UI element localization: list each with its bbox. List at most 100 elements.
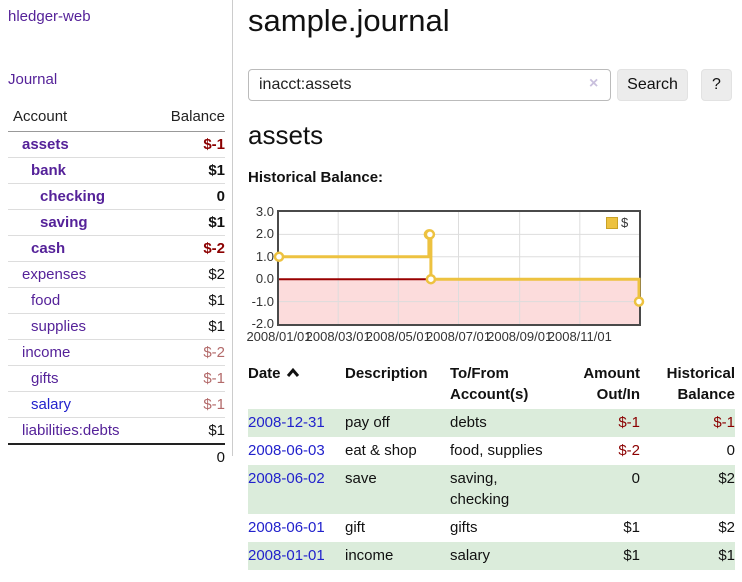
sidebar-account-link[interactable]: checking [40,188,106,205]
account-row: salary $-1 [8,391,225,418]
account-balance: $1 [154,209,225,236]
accounts-total-row: 0 [8,443,225,470]
sidebar-account-link[interactable]: bank [31,162,67,179]
x-axis-tick-label: 2008/05/01 [365,329,431,344]
transaction-date-cell: 2008-06-03 [248,437,345,465]
legend-swatch-icon [606,216,618,229]
chart-canvas [273,212,645,324]
register-row: 2008-01-01 income salary $1 $1 [248,542,735,570]
transaction-amount: $-1 [618,414,640,431]
y-axis-tick-label: 1.0 [255,248,274,264]
sidebar-account-link[interactable]: income [22,344,71,361]
account-row: checking 0 [8,183,225,210]
y-axis-tick-label: 0.0 [255,271,274,287]
register-col-label: Account(s) [450,386,529,403]
sidebar-account-link[interactable]: supplies [31,318,87,335]
transaction-date-link[interactable]: 2008-06-02 [248,470,325,487]
transaction-accounts: salary [450,547,491,564]
sort-ascending-icon [286,367,299,377]
transaction-description: gift [345,519,366,536]
account-balance: $2 [154,261,225,288]
transaction-description: save [345,470,377,487]
x-axis-tick-label: 2008/07/01 [425,329,492,344]
clear-search-icon[interactable]: × [589,75,599,92]
transaction-amount: $1 [623,547,640,564]
register-col-label: Historical [666,365,735,382]
sidebar-item-journal[interactable]: Journal [8,71,58,88]
x-axis-tick-label: 2008/03/01 [305,329,371,344]
register-col-label: Balance [677,386,735,403]
sidebar-account-link[interactable]: gifts [31,370,59,387]
chart-title: Historical Balance: [248,169,384,186]
account-row: income $-2 [8,339,225,366]
register-row: 2008-12-31 pay off debts $-1 $-1 [248,409,735,437]
brand-link[interactable]: hledger-web [8,8,91,25]
account-name-cell: income [8,339,155,366]
account-balance: $1 [154,417,225,445]
search-input[interactable] [248,69,611,101]
sidebar-account-link[interactable]: cash [31,240,66,257]
sidebar-account-link[interactable]: salary [31,396,72,413]
help-button[interactable]: ? [701,69,732,101]
transaction-description: eat & shop [345,442,417,459]
accounts-table: Account Balance assets $-1 bank $1 checking 0… [8,106,225,470]
account-name-cell: supplies [8,313,155,340]
sidebar-account-link[interactable]: food [31,292,61,309]
transaction-date-cell: 2008-06-02 [248,465,345,514]
transaction-balance: $-1 [713,414,735,431]
main-content: sample.journal × Search ? assets Histori… [246,0,742,582]
account-name-cell: saving [8,209,155,236]
account-row: liabilities:debts $1 [8,417,225,445]
account-row: saving $1 [8,209,225,236]
account-balance: $1 [154,287,225,314]
transaction-date-link[interactable]: 2008-01-01 [248,547,325,564]
register-col-tofrom: To/From Account(s) [450,361,555,409]
sidebar-account-link[interactable]: liabilities:debts [22,422,120,439]
account-row: cash $-2 [8,235,225,262]
legend-label: $ [621,215,629,230]
register-col-label: To/From [450,365,509,382]
chart-plot-area [273,210,645,326]
account-name-cell: cash [8,235,155,262]
transaction-accounts: debts [450,414,487,431]
transaction-balance: $2 [718,519,735,536]
transaction-date-link[interactable]: 2008-12-31 [248,414,325,431]
historical-balance-chart: $ 3.0 2.0 1.0 0.0 -1.0 -2.0 2008/01/01 2008/03/… [246,199,742,351]
transaction-date-cell: 2008-01-01 [248,542,345,570]
transaction-date-cell: 2008-12-31 [248,409,345,437]
y-axis-tick-label: 3.0 [255,204,274,219]
register-col-description: Description [345,361,450,409]
search-form: × Search ? [248,69,735,101]
account-name-cell: salary [8,391,155,418]
account-row: assets $-1 [8,131,225,158]
register-col-label: Amount [583,365,640,382]
transaction-balance: $1 [718,547,735,564]
transaction-balance: $2 [718,470,735,487]
register-col-date[interactable]: Date [248,361,345,409]
transaction-amount: 0 [631,470,640,487]
account-row: expenses $2 [8,261,225,288]
register-header-row: Date Description To/From Account(s) Amount Ou… [248,361,735,409]
account-name-cell: assets [8,131,155,158]
transaction-date-link[interactable]: 2008-06-01 [248,519,325,536]
search-button[interactable]: Search [617,69,688,101]
sidebar-account-link[interactable]: expenses [22,266,87,283]
accounts-header-account: Account [8,106,155,132]
transaction-balance: 0 [726,442,735,459]
transaction-date-link[interactable]: 2008-06-03 [248,442,325,459]
account-balance: $-2 [154,339,225,366]
transaction-accounts: food, supplies [450,442,543,459]
account-balance: 0 [154,183,225,210]
transaction-amount: $-2 [618,442,640,459]
account-row: food $1 [8,287,225,314]
transaction-date-cell: 2008-06-01 [248,514,345,542]
accounts-total-balance: 0 [154,443,225,470]
account-row: gifts $-1 [8,365,225,392]
sidebar-account-link[interactable]: assets [22,136,69,153]
account-balance: $-1 [154,365,225,392]
account-name-cell: bank [8,157,155,184]
sidebar-account-link[interactable]: saving [40,214,88,231]
account-balance: $-1 [154,391,225,418]
page-title: sample.journal [248,3,450,38]
